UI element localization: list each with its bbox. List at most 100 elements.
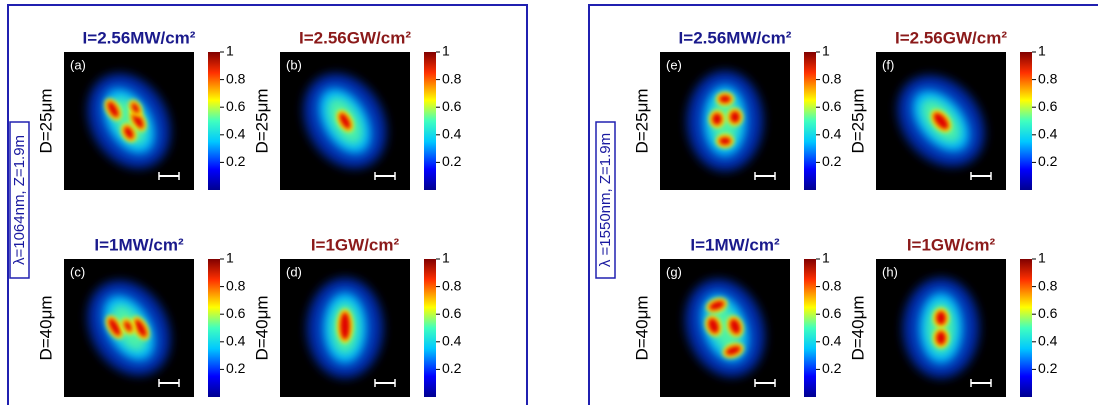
colorbar-tick-label: 1 xyxy=(822,43,830,59)
beam-profile xyxy=(307,278,383,378)
beam-core xyxy=(107,101,119,118)
d-label: D=40μm xyxy=(252,295,271,360)
colorbar-tick-label: 0.2 xyxy=(226,153,246,169)
colorbar-tick-label: 0.6 xyxy=(1038,305,1058,321)
colorbar-tick-label: 0.6 xyxy=(822,305,842,321)
colorbar-tick-label: 0.8 xyxy=(1038,70,1058,86)
side-label: λ=1064nm, Z=1.9m xyxy=(11,135,28,265)
colorbar-tick-label: 0.8 xyxy=(442,277,462,293)
colorbar-tick-label: 0.6 xyxy=(442,98,462,114)
d-label: D=25μm xyxy=(36,88,55,153)
beam-core xyxy=(719,137,731,145)
beam-profile xyxy=(87,73,171,169)
colorbar xyxy=(424,259,436,397)
colorbar-tick-label: 0.4 xyxy=(442,126,462,142)
beam-core xyxy=(719,95,731,103)
beam-profile xyxy=(897,75,985,167)
beam-core xyxy=(339,112,351,130)
beam-core xyxy=(709,300,725,311)
panel-title: I=1MW/cm² xyxy=(94,235,184,254)
beam-core xyxy=(936,311,946,325)
beam-core xyxy=(933,112,949,130)
d-label: D=25μm xyxy=(252,88,271,153)
group-frame xyxy=(588,4,1098,405)
colorbar-tick-label: 0.8 xyxy=(822,277,842,293)
beam-profile xyxy=(87,280,171,376)
panel-title: I=2.56MW/cm² xyxy=(679,28,792,47)
colorbar xyxy=(424,52,436,190)
side-label-box xyxy=(595,121,616,279)
colorbar-tick-label: 0.8 xyxy=(1038,277,1058,293)
colorbar-tick-label: 1 xyxy=(822,250,830,266)
panel-title: I=1GW/cm² xyxy=(907,235,996,254)
colorbar-tick-label: 0.8 xyxy=(822,70,842,86)
panel-letter: (e) xyxy=(666,57,682,72)
colorbar-tick-label: 1 xyxy=(226,43,234,59)
beam-core xyxy=(134,319,147,338)
d-label: D=40μm xyxy=(632,295,651,360)
beam-core xyxy=(131,102,140,114)
colorbar-tick-label: 0.6 xyxy=(822,98,842,114)
colorbar-tick-label: 0.8 xyxy=(226,277,246,293)
beam-core xyxy=(123,126,134,140)
beam-core xyxy=(124,320,132,332)
colorbar xyxy=(1020,52,1032,190)
colorbar-tick-label: 0.4 xyxy=(822,333,842,349)
beam-profile xyxy=(687,71,763,171)
colorbar-tick-label: 0.4 xyxy=(1038,333,1058,349)
side-label: λ =1550nm, Z=1.9m xyxy=(597,133,614,267)
panel-letter: (f) xyxy=(882,57,894,72)
d-label: D=40μm xyxy=(36,295,55,360)
panel-title: I=2.56GW/cm² xyxy=(895,28,1007,47)
d-label: D=25μm xyxy=(848,88,867,153)
colorbar-tick-label: 0.2 xyxy=(226,360,246,376)
group-frame xyxy=(7,4,528,405)
colorbar xyxy=(804,259,816,397)
panel-letter: (g) xyxy=(666,264,682,279)
beam-profile xyxy=(685,279,765,377)
colorbar-tick-label: 1 xyxy=(1038,250,1046,266)
colorbar-tick-label: 0.4 xyxy=(226,126,246,142)
beam-core xyxy=(936,331,946,345)
beam-core xyxy=(725,345,741,356)
colorbar-tick-label: 0.6 xyxy=(442,305,462,321)
colorbar-tick-label: 0.4 xyxy=(822,126,842,142)
colorbar-tick-label: 1 xyxy=(442,43,450,59)
colorbar-tick-label: 0.2 xyxy=(1038,360,1058,376)
colorbar-tick-label: 1 xyxy=(1038,43,1046,59)
beam-mid xyxy=(709,303,741,353)
colorbar-tick-label: 0.4 xyxy=(226,333,246,349)
panel-title: I=1MW/cm² xyxy=(690,235,780,254)
colorbar-tick-label: 0.2 xyxy=(1038,153,1058,169)
colorbar xyxy=(208,259,220,397)
colorbar-tick-label: 0.4 xyxy=(1038,126,1058,142)
colorbar-tick-label: 1 xyxy=(226,250,234,266)
d-label: D=40μm xyxy=(848,295,867,360)
beam-profile xyxy=(303,73,387,169)
beam-profile xyxy=(903,278,979,378)
panel-title: I=1GW/cm² xyxy=(311,235,400,254)
colorbar-tick-label: 0.6 xyxy=(226,305,246,321)
colorbar-tick-label: 0.8 xyxy=(442,70,462,86)
panel-letter: (c) xyxy=(70,264,85,279)
beam-core xyxy=(708,318,719,334)
d-label: D=25μm xyxy=(632,88,651,153)
beam-core xyxy=(108,318,121,336)
panel-letter: (a) xyxy=(70,57,86,72)
colorbar-tick-label: 0.6 xyxy=(226,98,246,114)
colorbar-tick-label: 0.2 xyxy=(442,153,462,169)
beam-core xyxy=(712,113,722,125)
colorbar-tick-label: 0.2 xyxy=(822,153,842,169)
colorbar-tick-label: 1 xyxy=(442,250,450,266)
colorbar-tick-label: 0.4 xyxy=(442,333,462,349)
beam-core xyxy=(340,312,350,340)
panel-letter: (d) xyxy=(286,264,302,279)
colorbar xyxy=(208,52,220,190)
colorbar-tick-label: 0.2 xyxy=(442,360,462,376)
panel-title: I=2.56MW/cm² xyxy=(83,28,196,47)
beam-core xyxy=(132,112,144,129)
panel-letter: (b) xyxy=(286,57,302,72)
colorbar xyxy=(804,52,816,190)
panel-letter: (h) xyxy=(882,264,898,279)
panel-title: I=2.56GW/cm² xyxy=(299,28,411,47)
